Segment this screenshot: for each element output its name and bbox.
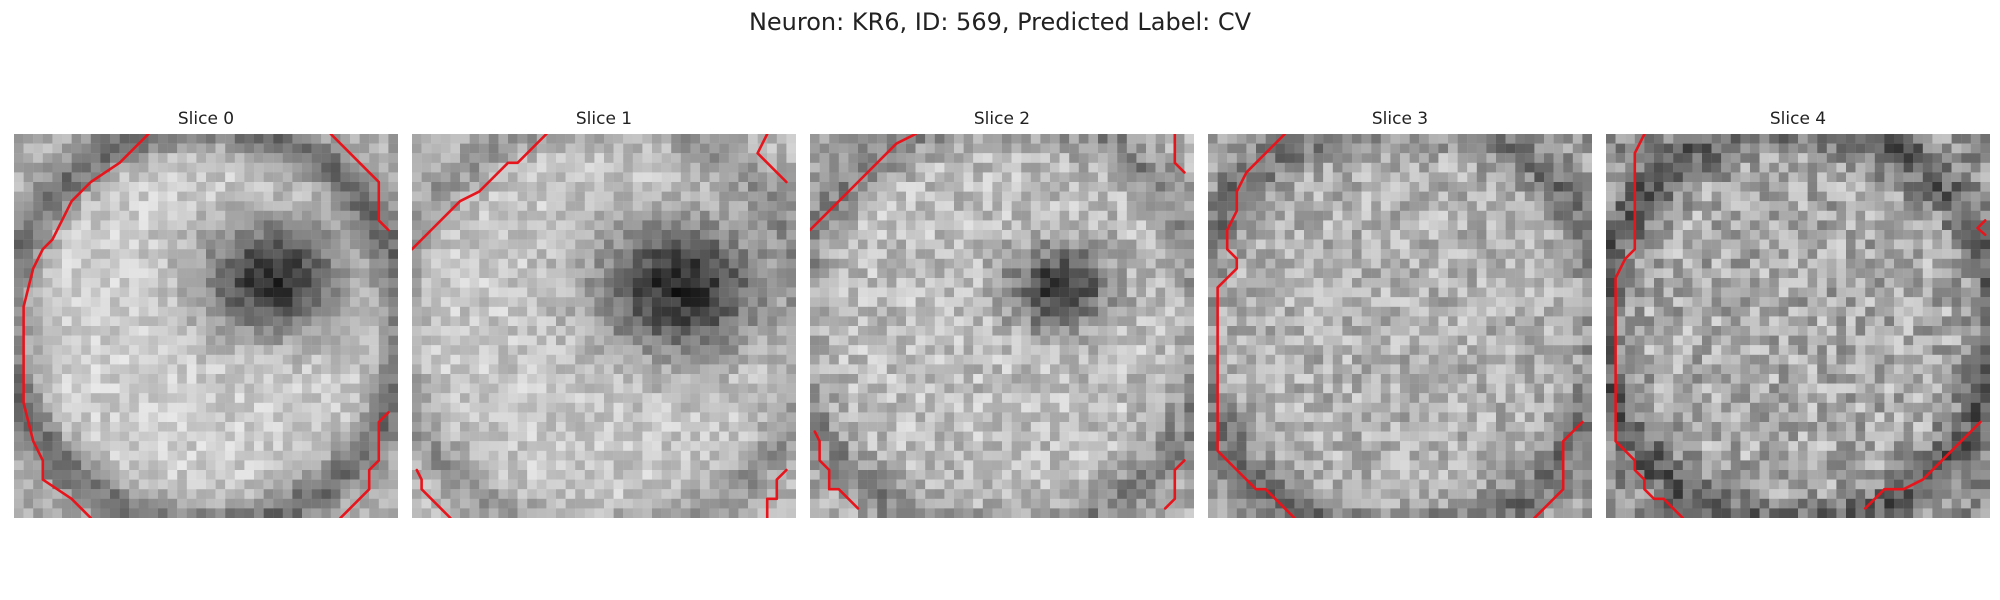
slice-panel-4: Slice 4	[1606, 108, 1990, 518]
segmentation-contour	[1218, 134, 1295, 518]
segmentation-contour	[810, 134, 916, 230]
slice-panel-0: Slice 0	[14, 108, 398, 518]
slice-panel-1: Slice 1	[412, 108, 796, 518]
segmentation-contour	[417, 470, 451, 518]
slice-image-2	[810, 134, 1194, 518]
slice-panel-3: Slice 3	[1208, 108, 1592, 518]
segmentation-contour	[1534, 422, 1582, 518]
slice-title: Slice 3	[1371, 109, 1429, 129]
segmentation-contour	[1165, 460, 1184, 508]
slice-title: Slice 1	[575, 109, 633, 129]
slice-title: Slice 2	[973, 109, 1031, 129]
segmentation-contour	[340, 412, 388, 518]
slice-image-3	[1208, 134, 1592, 518]
slice-title: Slice 0	[177, 109, 235, 129]
segmentation-contour	[1865, 422, 1980, 508]
slice-title: Slice 4	[1769, 109, 1827, 129]
slice-panel-2: Slice 2	[810, 108, 1194, 518]
segmentation-contour	[815, 432, 858, 509]
figure-title: Neuron: KR6, ID: 569, Predicted Label: C…	[748, 8, 1252, 36]
segmentation-contour	[1978, 220, 1986, 234]
segmentation-contour	[1175, 134, 1185, 172]
slice-image-0	[14, 134, 398, 518]
segmentation-contour	[24, 134, 149, 518]
segmentation-contour	[412, 134, 546, 249]
slice-image-4	[1606, 134, 1990, 518]
segmentation-contour	[767, 470, 786, 518]
segmentation-contour	[758, 134, 787, 182]
segmentation-contour	[1616, 134, 1683, 518]
segmentation-contour	[331, 134, 389, 230]
slice-image-1	[412, 134, 796, 518]
